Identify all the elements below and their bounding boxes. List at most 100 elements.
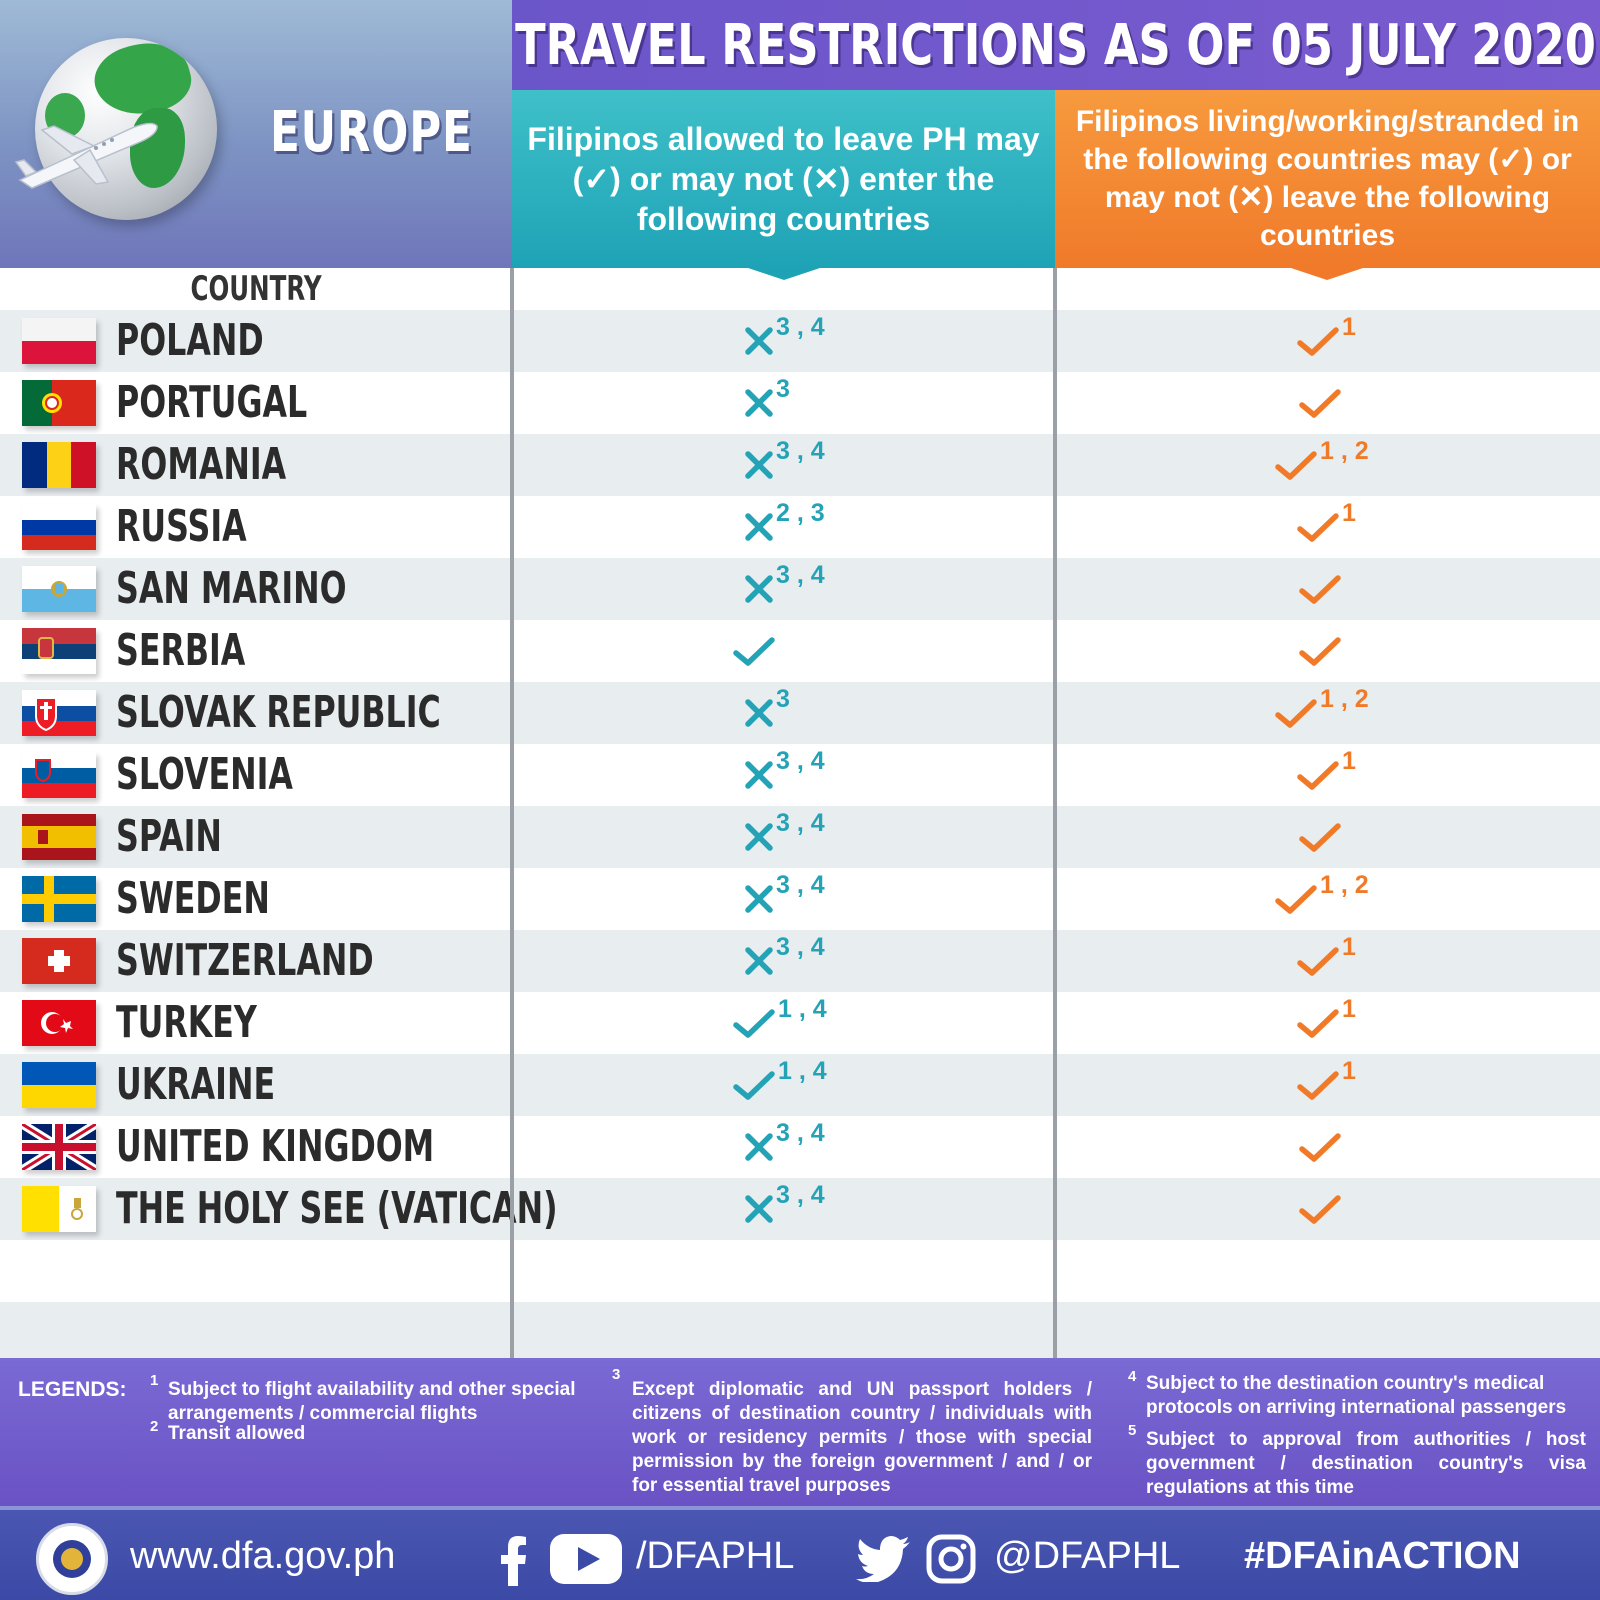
enter-note-refs: 3 , 4 xyxy=(776,1118,825,1147)
country-name: THE HOLY SEE (VATICAN) xyxy=(116,1183,558,1234)
leave-allowed-mark: 1 , 2 xyxy=(1274,434,1369,496)
leave-allowed-mark: 1 xyxy=(1296,992,1356,1054)
enter-not-allowed-mark: 3 , 4 xyxy=(744,744,825,806)
twitter-icon[interactable] xyxy=(856,1536,912,1582)
country-name: UKRAINE xyxy=(116,1059,276,1110)
leave-note-refs: 1 , 2 xyxy=(1320,684,1369,713)
enter-allowed-mark xyxy=(732,620,778,682)
table-row: UKRAINE 1 , 4 1 xyxy=(0,1054,1600,1116)
leave-note-refs: 1 xyxy=(1342,932,1356,961)
table-row: ROMANIA 3 , 4 1 , 2 xyxy=(0,434,1600,496)
x-mark-icon xyxy=(744,512,774,542)
slovenia-flag xyxy=(22,752,96,798)
check-mark-icon xyxy=(1296,1008,1340,1038)
ukraine-flag xyxy=(22,1062,96,1108)
slovakia-flag xyxy=(22,690,96,736)
table-row: POLAND 3 , 4 1 xyxy=(0,310,1600,372)
header-notch xyxy=(742,266,826,280)
airplane-icon xyxy=(14,122,158,189)
globe-icon xyxy=(35,38,217,220)
table-row: UNITED KINGDOM 3 , 4 xyxy=(0,1116,1600,1178)
enter-not-allowed-mark: 3 xyxy=(744,682,790,744)
turkey-flag xyxy=(22,1000,96,1046)
leave-note-refs: 1 xyxy=(1342,1056,1356,1085)
leave-allowed-mark: 1 xyxy=(1296,1054,1356,1116)
check-mark-icon xyxy=(1296,1070,1340,1100)
leave-note-refs: 1 xyxy=(1342,994,1356,1023)
legend-number: 3 xyxy=(612,1366,621,1383)
check-mark-icon xyxy=(1298,822,1342,852)
enter-not-allowed-mark: 3 , 4 xyxy=(744,806,825,868)
country-name: SAN MARINO xyxy=(116,563,347,614)
check-mark-icon xyxy=(732,1008,776,1038)
enter-note-refs: 3 , 4 xyxy=(776,870,825,899)
empty-row xyxy=(0,1302,1600,1364)
enter-note-refs: 1 , 4 xyxy=(778,994,827,1023)
hashtag[interactable]: #DFAinACTION xyxy=(1244,1535,1521,1577)
check-mark-icon xyxy=(1274,698,1318,728)
youtube-icon[interactable] xyxy=(550,1534,622,1584)
table-row: SLOVAK REPUBLIC 3 1 , 2 xyxy=(0,682,1600,744)
table-row: RUSSIA 2 , 3 1 xyxy=(0,496,1600,558)
enter-not-allowed-mark: 3 , 4 xyxy=(744,310,825,372)
san-marino-flag xyxy=(22,566,96,612)
country-column-header: COUNTRY xyxy=(0,268,512,310)
social-handle-tw-ig[interactable]: @DFAPHL xyxy=(994,1535,1181,1577)
header-left-panel: EUROPE xyxy=(0,0,512,268)
country-name: TURKEY xyxy=(116,997,257,1048)
table-row: SLOVENIA 3 , 4 1 xyxy=(0,744,1600,806)
check-mark-icon xyxy=(1296,946,1340,976)
x-mark-icon xyxy=(744,1132,774,1162)
leave-note-refs: 1 xyxy=(1342,312,1356,341)
enter-not-allowed-mark: 3 , 4 xyxy=(744,558,825,620)
x-mark-icon xyxy=(744,1194,774,1224)
x-mark-icon xyxy=(744,574,774,604)
vatican-flag xyxy=(22,1186,96,1232)
instagram-icon[interactable] xyxy=(926,1534,976,1584)
table-row: SWITZERLAND 3 , 4 1 xyxy=(0,930,1600,992)
check-mark-icon xyxy=(732,636,776,666)
enter-note-refs: 2 , 3 xyxy=(776,498,825,527)
country-column-header-text: COUNTRY xyxy=(190,269,322,309)
leave-note-refs: 1 , 2 xyxy=(1320,436,1369,465)
spain-flag xyxy=(22,814,96,860)
enter-not-allowed-mark: 3 , 4 xyxy=(744,868,825,930)
country-name: SWEDEN xyxy=(116,873,270,924)
column-header-leave-text: Filipinos living/working/stranded in the… xyxy=(1075,105,1580,252)
facebook-icon[interactable] xyxy=(498,1534,528,1586)
enter-not-allowed-mark: 2 , 3 xyxy=(744,496,825,558)
enter-note-refs: 3 , 4 xyxy=(776,932,825,961)
column-header-leave: Filipinos living/working/stranded in the… xyxy=(1055,90,1600,268)
enter-not-allowed-mark: 3 , 4 xyxy=(744,1178,825,1240)
enter-note-refs: 3 xyxy=(776,374,790,403)
x-mark-icon xyxy=(744,760,774,790)
leave-allowed-mark xyxy=(1298,1178,1344,1240)
social-handle-fb-yt[interactable]: /DFAPHL xyxy=(636,1535,795,1577)
leave-allowed-mark xyxy=(1298,806,1344,868)
romania-flag xyxy=(22,442,96,488)
country-name: PORTUGAL xyxy=(116,377,308,428)
table-row: SAN MARINO 3 , 4 xyxy=(0,558,1600,620)
check-mark-icon xyxy=(1274,884,1318,914)
enter-note-refs: 3 , 4 xyxy=(776,560,825,589)
enter-note-refs: 3 , 4 xyxy=(776,312,825,341)
column-header-enter-text: Filipinos allowed to leave PH may (✓) or… xyxy=(527,121,1040,237)
check-mark-icon xyxy=(1296,326,1340,356)
legend-number: 1 xyxy=(150,1372,159,1389)
legend-note: Transit allowed xyxy=(168,1423,306,1444)
website-link[interactable]: www.dfa.gov.ph xyxy=(130,1535,396,1577)
country-name: POLAND xyxy=(116,315,264,366)
x-mark-icon xyxy=(744,698,774,728)
x-mark-icon xyxy=(744,450,774,480)
check-mark-icon xyxy=(1298,1194,1342,1224)
legend-number: 4 xyxy=(1128,1368,1137,1385)
header-notch xyxy=(1285,266,1369,280)
x-mark-icon xyxy=(744,388,774,418)
leave-allowed-mark: 1 xyxy=(1296,744,1356,806)
enter-note-refs: 3 , 4 xyxy=(776,746,825,775)
enter-note-refs: 3 , 4 xyxy=(776,436,825,465)
leave-allowed-mark: 1 , 2 xyxy=(1274,868,1369,930)
country-name: ROMANIA xyxy=(116,439,287,490)
check-mark-icon xyxy=(1298,574,1342,604)
country-name: SLOVENIA xyxy=(116,749,293,800)
